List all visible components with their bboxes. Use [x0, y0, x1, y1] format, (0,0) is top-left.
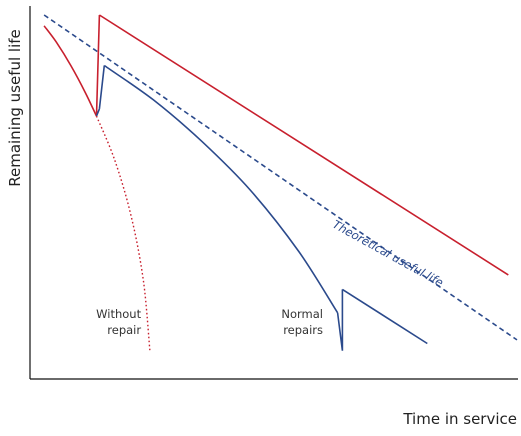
y-axis-label: Remaining useful life: [6, 29, 24, 187]
theoretical-useful-life-line: [43, 14, 518, 341]
series-line-5: [341, 288, 428, 345]
plot-area: [43, 14, 518, 351]
annotation-line: Without: [96, 307, 141, 321]
series-line-4: [103, 64, 344, 351]
series-line-2: [95, 14, 509, 276]
theoretical-life-annotation: Theoretical useful life: [330, 217, 445, 289]
annotations: Theoretical useful life Without repair Norm…: [96, 217, 446, 337]
series-line-1: [43, 25, 98, 117]
x-axis-label: Time in service: [402, 410, 517, 428]
annotation-line: repairs: [283, 323, 323, 337]
without-repair-annotation: Without repair: [96, 307, 141, 337]
annotation-line: repair: [107, 323, 141, 337]
series-line-3: [95, 65, 106, 117]
series-line-6: [95, 115, 151, 351]
normal-repairs-annotation: Normal repairs: [281, 307, 323, 337]
annotation-line: Normal: [281, 307, 323, 321]
